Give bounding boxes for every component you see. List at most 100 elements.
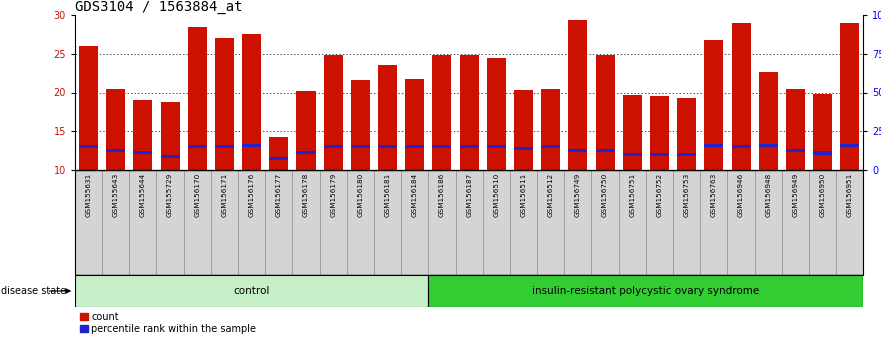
Bar	[568, 149, 588, 152]
Bar	[514, 147, 533, 150]
Text: GSM156184: GSM156184	[411, 173, 418, 217]
Bar	[731, 23, 751, 170]
Bar	[596, 149, 615, 152]
Bar	[487, 58, 506, 170]
Bar	[623, 153, 641, 156]
Bar	[618, 170, 646, 275]
Text: disease state: disease state	[1, 286, 66, 296]
Bar	[265, 170, 292, 275]
Text: GSM156178: GSM156178	[303, 173, 309, 217]
Bar	[238, 170, 265, 275]
Bar	[79, 46, 98, 170]
Bar	[565, 170, 591, 275]
Bar	[623, 95, 641, 170]
Bar	[483, 170, 510, 275]
Bar	[700, 170, 728, 275]
Text: control: control	[233, 286, 270, 296]
Text: GSM156181: GSM156181	[385, 173, 390, 217]
Text: GSM156170: GSM156170	[194, 173, 200, 217]
Bar	[541, 145, 560, 148]
Bar	[102, 170, 130, 275]
Bar	[160, 154, 180, 158]
Bar	[351, 145, 370, 148]
Bar	[813, 152, 833, 154]
Bar	[75, 275, 428, 307]
Bar	[297, 150, 315, 154]
Bar	[183, 170, 211, 275]
Bar	[428, 275, 863, 307]
Text: GSM156752: GSM156752	[656, 173, 663, 217]
Bar	[351, 80, 370, 170]
Bar	[786, 88, 805, 170]
Text: GSM156751: GSM156751	[629, 173, 635, 217]
Bar	[157, 170, 183, 275]
Bar	[460, 55, 478, 170]
Bar	[487, 145, 506, 148]
Bar	[270, 137, 288, 170]
Bar	[704, 40, 723, 170]
Text: GSM155631: GSM155631	[85, 173, 92, 217]
Text: GSM156750: GSM156750	[602, 173, 608, 217]
Bar	[591, 170, 618, 275]
Text: GSM155729: GSM155729	[167, 173, 173, 217]
Bar	[455, 170, 483, 275]
Bar	[405, 79, 425, 170]
Bar	[813, 94, 833, 170]
Text: GSM156949: GSM156949	[792, 173, 798, 217]
Bar	[646, 170, 673, 275]
Bar	[270, 157, 288, 160]
Bar	[840, 23, 859, 170]
Text: GSM156180: GSM156180	[358, 173, 363, 217]
Text: GSM156512: GSM156512	[548, 173, 553, 217]
Bar	[79, 145, 98, 148]
Bar	[596, 55, 615, 170]
Text: GSM156176: GSM156176	[248, 173, 255, 217]
Text: GSM156177: GSM156177	[276, 173, 282, 217]
Text: GSM156171: GSM156171	[221, 173, 227, 217]
Text: GSM156186: GSM156186	[439, 173, 445, 217]
Bar	[428, 170, 455, 275]
Bar	[673, 170, 700, 275]
Bar	[130, 170, 157, 275]
Bar	[759, 72, 778, 170]
Bar	[809, 170, 836, 275]
Legend: count, percentile rank within the sample: count, percentile rank within the sample	[80, 312, 256, 334]
Bar	[514, 90, 533, 170]
Bar	[133, 100, 152, 170]
Bar	[323, 55, 343, 170]
Bar	[106, 88, 125, 170]
Bar	[160, 102, 180, 170]
Bar	[755, 170, 781, 275]
Bar	[677, 153, 696, 156]
Bar	[405, 145, 425, 148]
Bar	[759, 144, 778, 147]
Bar	[320, 170, 347, 275]
Bar	[704, 144, 723, 147]
Text: GDS3104 / 1563884_at: GDS3104 / 1563884_at	[75, 0, 242, 14]
Bar	[323, 145, 343, 148]
Bar	[460, 145, 478, 148]
Text: GSM156187: GSM156187	[466, 173, 472, 217]
Bar	[541, 88, 560, 170]
Bar	[347, 170, 374, 275]
Bar	[374, 170, 401, 275]
Text: GSM156179: GSM156179	[330, 173, 337, 217]
Bar	[537, 170, 565, 275]
Text: GSM155644: GSM155644	[140, 173, 146, 217]
Bar	[728, 170, 755, 275]
Text: GSM156749: GSM156749	[575, 173, 581, 217]
Bar	[786, 149, 805, 152]
Text: GSM156511: GSM156511	[521, 173, 527, 217]
Bar	[650, 153, 669, 156]
Text: insulin-resistant polycystic ovary syndrome: insulin-resistant polycystic ovary syndr…	[532, 286, 759, 296]
Bar	[242, 144, 261, 147]
Bar	[211, 170, 238, 275]
Text: GSM156763: GSM156763	[711, 173, 717, 217]
Bar	[378, 64, 397, 170]
Bar	[75, 170, 102, 275]
Bar	[840, 144, 859, 147]
Bar	[297, 91, 315, 170]
Bar	[242, 34, 261, 170]
Bar	[836, 170, 863, 275]
Bar	[731, 145, 751, 148]
